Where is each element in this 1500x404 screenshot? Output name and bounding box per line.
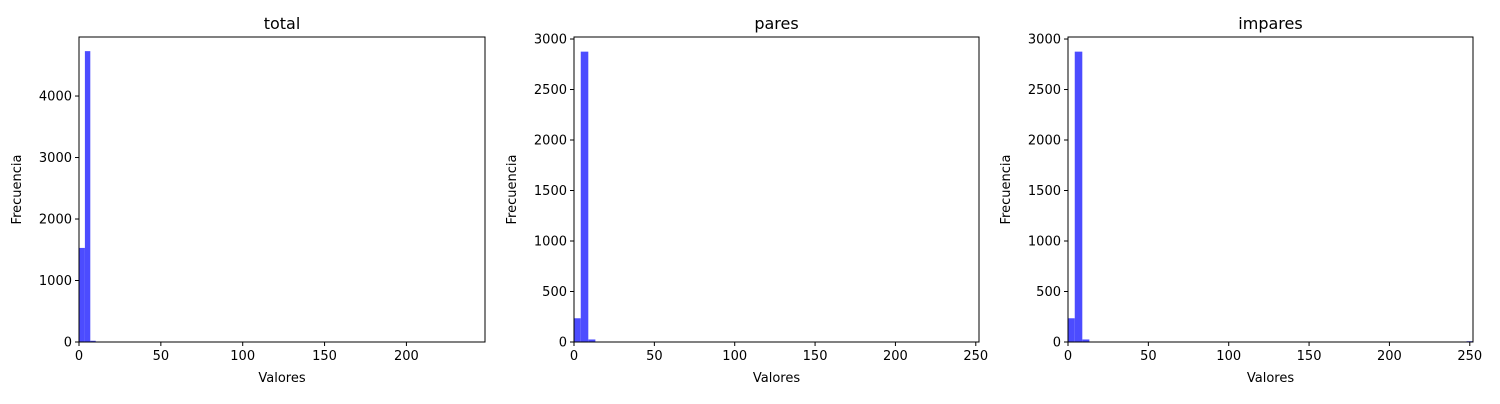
histogram-bar [588,339,596,342]
x-tick-label: 250 [1457,349,1482,364]
x-tick-label: 200 [883,349,908,364]
y-tick-label: 1500 [1028,184,1061,199]
plot-frame [78,36,486,343]
y-tick-label: 1000 [1028,235,1061,250]
plot-frame [1067,36,1474,343]
y-tick-label: 0 [64,336,72,351]
x-tick-label: 0 [570,349,578,364]
x-axis-label: Valores [753,371,800,386]
histogram-bar [1074,51,1083,342]
histogram-panel-total: 0 50 100 150 20001000200030004000totalValore… [10,14,486,386]
y-tick-label: 1000 [534,235,567,250]
x-tick-label: 0 [1064,349,1072,364]
y-tick-label: 2000 [1028,134,1061,149]
histogram-bar [580,51,589,342]
x-tick-label: 200 [394,349,419,364]
y-axis-label: Frecuencia [505,155,520,225]
histogram-bar [574,318,581,342]
y-tick-label: 2000 [534,134,567,149]
y-tick-label: 0 [1053,336,1061,351]
y-tick-label: 3000 [534,33,567,48]
y-tick-label: 2500 [1028,83,1061,98]
histogram-panel-pares: 0 50 100 150 200 250050010001500200025003000p… [505,14,988,386]
y-tick-label: 2500 [534,83,567,98]
y-tick-label: 500 [542,285,567,300]
y-tick-label: 500 [1036,285,1061,300]
x-tick-label: 200 [1377,349,1402,364]
y-axis-label: Frecuencia [999,155,1014,225]
histogram-bar [84,51,91,342]
chart-title: pares [754,14,798,33]
x-axis-label: Valores [258,371,305,386]
x-axis-label: Valores [1247,371,1294,386]
chart-title: impares [1238,14,1302,33]
x-tick-label: 50 [1140,349,1157,364]
x-tick-label: 150 [803,349,828,364]
x-tick-label: 100 [722,349,747,364]
x-tick-label: 100 [1216,349,1241,364]
chart-title: total [264,14,301,33]
y-tick-label: 1500 [534,184,567,199]
histogram-panel-impares: 0 50 100 150 200 250050010001500200025003000i… [999,14,1482,386]
x-tick-label: 50 [153,349,170,364]
histogram-bar [1082,339,1090,342]
y-tick-label: 3000 [39,151,72,166]
y-axis-label: Frecuencia [10,155,25,225]
x-tick-label: 50 [646,349,663,364]
y-tick-label: 3000 [1028,33,1061,48]
histogram-bar [79,247,85,342]
x-tick-label: 0 [75,349,83,364]
y-tick-label: 0 [559,336,567,351]
y-tick-label: 2000 [39,213,72,228]
histogram-bar [90,340,96,342]
x-tick-label: 250 [963,349,988,364]
histogram-bar [1068,318,1075,342]
plot-frame [573,36,980,343]
y-tick-label: 1000 [39,274,72,289]
y-tick-label: 4000 [39,90,72,105]
x-tick-label: 150 [312,349,337,364]
x-tick-label: 150 [1297,349,1322,364]
x-tick-label: 100 [230,349,255,364]
